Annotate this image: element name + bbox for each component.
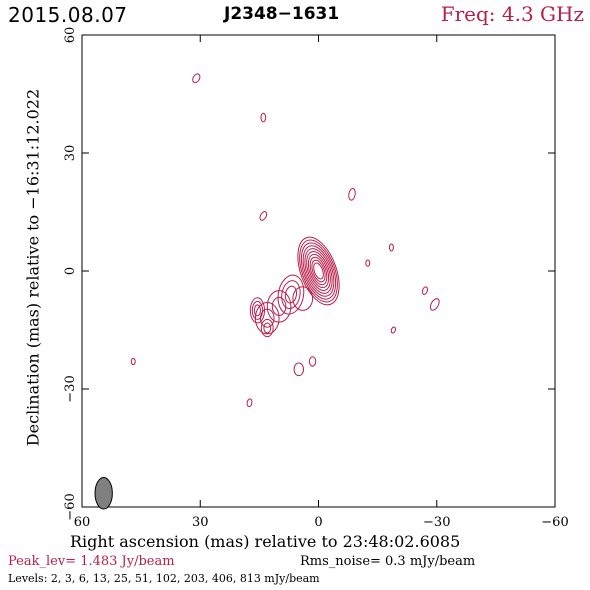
core-contour xyxy=(306,251,331,291)
core-contour xyxy=(300,242,337,300)
component-contour xyxy=(259,211,268,221)
frequency-label: Freq: 4.3 GHz xyxy=(440,2,584,26)
component-contour xyxy=(263,322,272,334)
x-tick-label: 30 xyxy=(192,515,209,530)
y-tick-label: 0 xyxy=(63,267,78,275)
core-contour xyxy=(311,259,326,283)
component-contour xyxy=(293,362,305,377)
core-contour xyxy=(302,245,335,297)
component-contour xyxy=(251,300,263,320)
component-contour xyxy=(277,274,305,315)
component-contour xyxy=(292,286,314,311)
x-tick-label: −30 xyxy=(423,515,450,530)
beam-ellipse xyxy=(94,477,113,510)
component-contour xyxy=(246,398,253,408)
core-contour xyxy=(299,239,338,303)
x-axis-label: Right ascension (mas) relative to 23:48:… xyxy=(70,532,461,551)
x-tick-label: 0 xyxy=(314,515,322,530)
axis-ticks: 60 30 0 −30 −60 −60 −30 0 30 60 xyxy=(63,27,569,530)
beam-ellipse-layer xyxy=(94,477,113,510)
component-contour xyxy=(192,73,201,84)
y-tick-label: 60 xyxy=(63,27,78,44)
component-contour xyxy=(281,280,301,310)
y-axis-label: Declination (mas) relative to −16:31:12.… xyxy=(23,88,43,447)
core-contour xyxy=(309,256,328,286)
contour-layer xyxy=(130,73,440,408)
component-contour xyxy=(429,298,440,311)
x-tick-label: 60 xyxy=(74,515,91,530)
component-contour xyxy=(130,357,136,366)
component-contour xyxy=(365,259,371,267)
rms-noise: Rms_noise= 0.3 mJy/beam xyxy=(300,554,476,569)
x-tick-label: −60 xyxy=(541,515,568,530)
component-contour xyxy=(249,297,265,324)
y-tick-label: 30 xyxy=(63,145,78,162)
peak-level: Peak_lev= 1.483 Jy/beam xyxy=(8,554,175,569)
contour-levels: Levels: 2, 3, 6, 13, 25, 51, 102, 203, 4… xyxy=(8,572,320,585)
core-contour xyxy=(313,262,324,280)
core-contour xyxy=(307,253,330,289)
y-tick-label: −30 xyxy=(63,375,78,402)
plot-frame xyxy=(81,34,556,508)
component-contour xyxy=(284,285,297,304)
core-contour xyxy=(297,236,340,306)
component-contour xyxy=(253,304,261,317)
component-contour xyxy=(260,112,267,123)
component-contour xyxy=(390,326,397,334)
core-contour xyxy=(304,248,333,294)
source-name: J2348−1631 xyxy=(224,4,340,24)
component-contour xyxy=(260,318,274,338)
y-tick-label: −60 xyxy=(63,493,78,520)
component-contour xyxy=(388,243,394,252)
component-contour xyxy=(308,356,317,367)
component-contour xyxy=(348,187,356,201)
observation-date: 2015.08.07 xyxy=(8,3,128,27)
component-contour xyxy=(421,286,429,295)
